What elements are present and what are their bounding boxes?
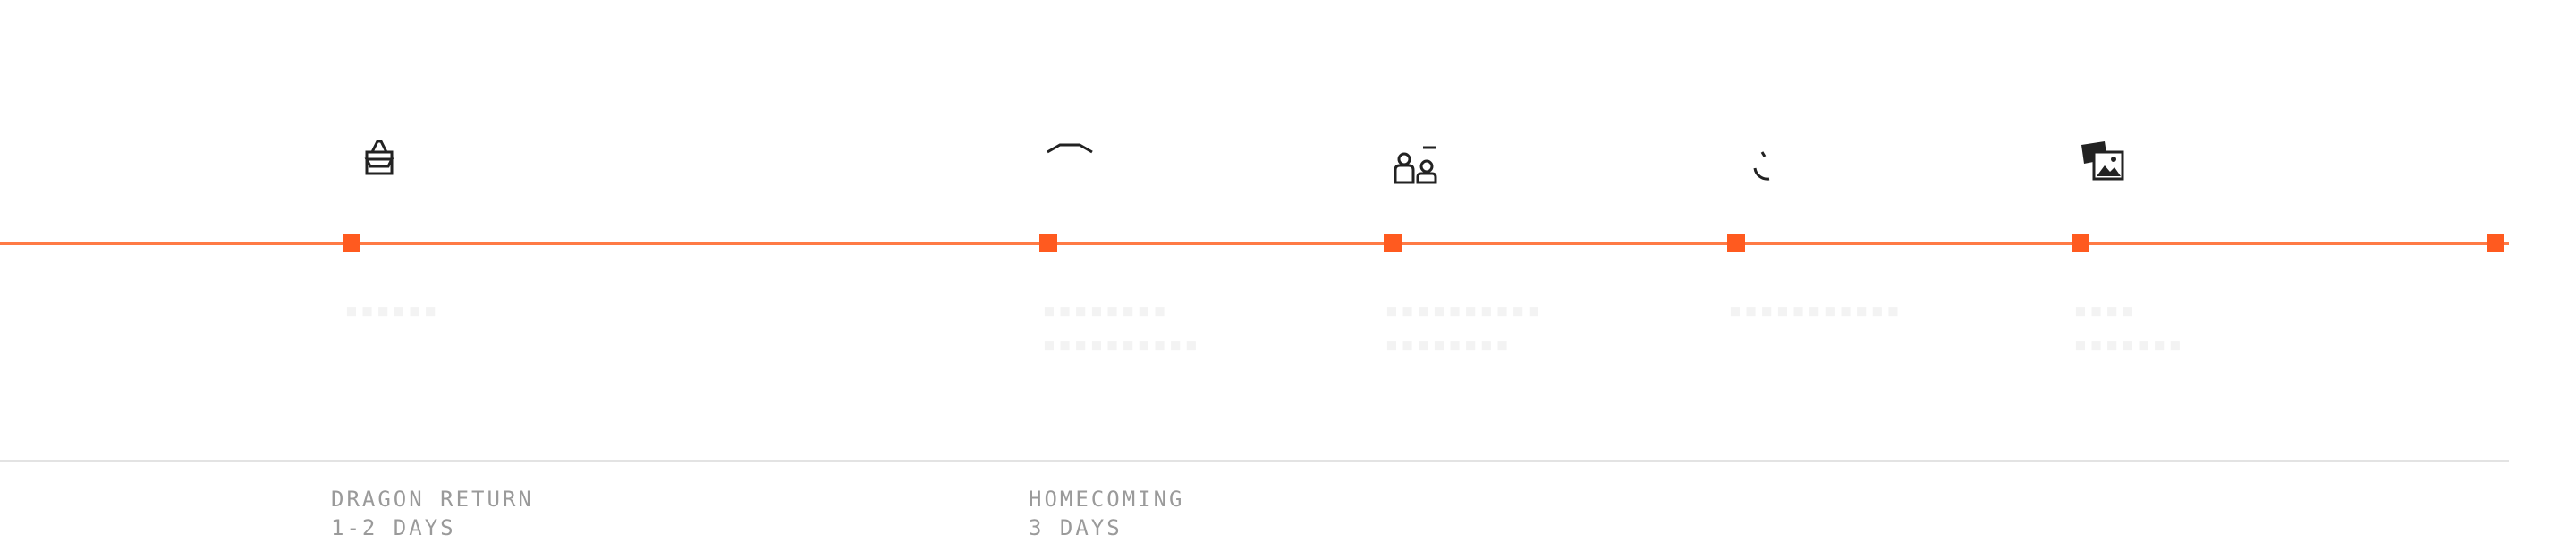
timeline-marker [2072, 234, 2089, 252]
step-label-faint: ▪▪▪▪▪▪▪▪▪▪▪ [2073, 297, 2184, 358]
phase-duration: 1-2 DAYS [331, 515, 456, 540]
timeline-line [0, 242, 2509, 245]
timeline-marker [343, 234, 360, 252]
step-label-faint: ▪▪▪▪▪▪▪▪▪▪▪ [1728, 297, 1902, 324]
phase-homecoming: HOMECOMING 3 DAYS [1029, 485, 1185, 542]
clock-icon [1726, 134, 1789, 197]
people-icon [1382, 134, 1445, 197]
phase-dragon-return: DRAGON RETURN 1-2 DAYS [331, 485, 534, 542]
phase-divider [0, 460, 2509, 462]
step-label-faint: ▪▪▪▪▪▪▪▪▪▪▪▪▪▪▪▪▪▪ [1042, 297, 1200, 358]
timeline-marker [1727, 234, 1745, 252]
step-label-faint: ▪▪▪▪▪▪▪▪▪▪▪▪▪▪▪▪▪▪ [1385, 297, 1543, 358]
timeline-marker [1384, 234, 1402, 252]
step-label-faint: ▪▪▪▪▪▪ [344, 297, 439, 324]
timeline-end-marker [2487, 234, 2504, 252]
phase-duration: 3 DAYS [1029, 515, 1123, 540]
phase-title: DRAGON RETURN [331, 487, 534, 512]
bag-icon [348, 134, 411, 197]
arch-icon [1038, 134, 1101, 197]
timeline-marker [1039, 234, 1057, 252]
photos-icon [2071, 134, 2133, 197]
phase-title: HOMECOMING [1029, 487, 1185, 512]
